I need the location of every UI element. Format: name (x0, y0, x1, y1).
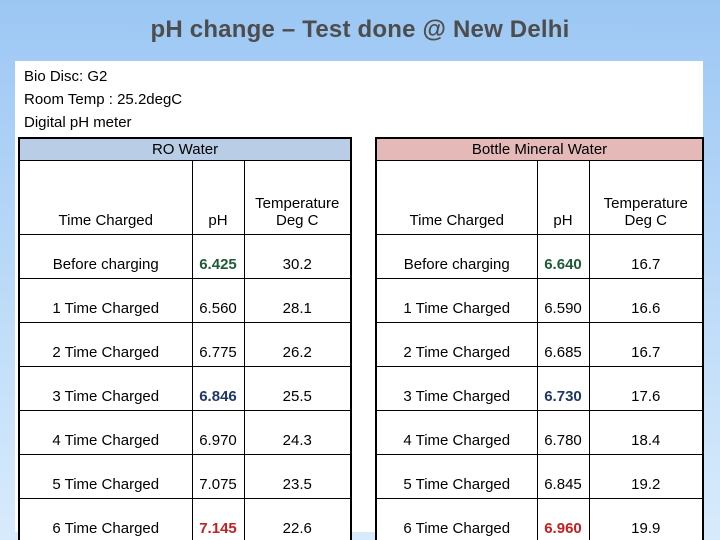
time-charged-cell: 6 Time Charged (375, 498, 538, 540)
table-row: 3 Time Charged 6.730 17.6 (375, 366, 704, 411)
time-charged-cell: 3 Time Charged (375, 366, 538, 411)
temperature-cell: 16.6 (588, 278, 704, 323)
table-title-row: RO Water (18, 137, 352, 161)
time-charged-cell: 5 Time Charged (375, 454, 538, 499)
table-row: 5 Time Charged 6.845 19.2 (375, 454, 704, 499)
column-header-time: Time Charged (375, 160, 538, 235)
time-charged-cell: 2 Time Charged (375, 322, 538, 367)
time-charged-cell: Before charging (18, 234, 193, 279)
table-title: RO Water (18, 137, 352, 161)
page-title: pH change – Test done @ New Delhi (150, 16, 570, 43)
ro-water-table: RO Water Time Charged pH Temperature Deg… (18, 137, 353, 540)
ph-value-cell: 6.845 (536, 454, 590, 499)
column-header-temp: Temperature Deg C (243, 160, 352, 235)
table-title-row: Bottle Mineral Water (375, 137, 704, 161)
table-row: 2 Time Charged 6.685 16.7 (375, 322, 704, 367)
time-charged-cell: 4 Time Charged (375, 410, 538, 455)
table-row: 5 Time Charged 7.075 23.5 (18, 454, 352, 499)
ph-value-cell: 7.145 (191, 498, 245, 540)
table-row: 1 Time Charged 6.560 28.1 (18, 278, 352, 323)
ph-value-cell: 7.075 (191, 454, 245, 499)
table-row: Before charging 6.425 30.2 (18, 234, 352, 279)
temperature-cell: 22.6 (243, 498, 352, 540)
table-row: 3 Time Charged 6.846 25.5 (18, 366, 352, 411)
temperature-cell: 19.9 (588, 498, 704, 540)
temperature-cell: 25.5 (243, 366, 352, 411)
temperature-cell: 19.2 (588, 454, 704, 499)
time-charged-cell: Before charging (375, 234, 538, 279)
ph-value-cell: 6.640 (536, 234, 590, 279)
table-row: 4 Time Charged 6.780 18.4 (375, 410, 704, 455)
table-row: 4 Time Charged 6.970 24.3 (18, 410, 352, 455)
meta-block: Bio Disc: G2 Room Temp : 25.2degC Digita… (15, 61, 703, 134)
table-row: Before charging 6.640 16.7 (375, 234, 704, 279)
table-row: 6 Time Charged 7.145 22.6 (18, 498, 352, 540)
ph-value-cell: 6.970 (191, 410, 245, 455)
temperature-cell: 16.7 (588, 234, 704, 279)
table-row: 6 Time Charged 6.960 19.9 (375, 498, 704, 540)
column-header-temp: Temperature Deg C (588, 160, 704, 235)
column-header-row: Time Charged pH Temperature Deg C (18, 160, 352, 235)
temperature-cell: 18.4 (588, 410, 704, 455)
temperature-cell: 23.5 (243, 454, 352, 499)
table-row: 2 Time Charged 6.775 26.2 (18, 322, 352, 367)
column-header-ph: pH (191, 160, 245, 235)
temperature-cell: 28.1 (243, 278, 352, 323)
bottle-mineral-water-table: Bottle Mineral Water Time Charged pH Tem… (375, 137, 704, 540)
room-temp-line: Room Temp : 25.2degC (24, 91, 183, 108)
temperature-cell: 30.2 (243, 234, 352, 279)
ph-meter-line: Digital pH meter (24, 114, 132, 131)
ph-value-cell: 6.775 (191, 322, 245, 367)
table-row: 1 Time Charged 6.590 16.6 (375, 278, 704, 323)
time-charged-cell: 3 Time Charged (18, 366, 193, 411)
table-title: Bottle Mineral Water (375, 137, 704, 161)
temperature-cell: 24.3 (243, 410, 352, 455)
ph-value-cell: 6.560 (191, 278, 245, 323)
ph-value-cell: 6.730 (536, 366, 590, 411)
column-header-ph: pH (536, 160, 590, 235)
time-charged-cell: 4 Time Charged (18, 410, 193, 455)
ph-value-cell: 6.960 (536, 498, 590, 540)
time-charged-cell: 1 Time Charged (18, 278, 193, 323)
temperature-cell: 26.2 (243, 322, 352, 367)
time-charged-cell: 2 Time Charged (18, 322, 193, 367)
temperature-cell: 16.7 (588, 322, 704, 367)
ph-value-cell: 6.780 (536, 410, 590, 455)
column-header-time: Time Charged (18, 160, 193, 235)
ph-value-cell: 6.590 (536, 278, 590, 323)
ph-value-cell: 6.846 (191, 366, 245, 411)
time-charged-cell: 1 Time Charged (375, 278, 538, 323)
content-box: Bio Disc: G2 Room Temp : 25.2degC Digita… (15, 61, 704, 540)
ph-value-cell: 6.425 (191, 234, 245, 279)
time-charged-cell: 5 Time Charged (18, 454, 193, 499)
temperature-cell: 17.6 (588, 366, 704, 411)
ph-value-cell: 6.685 (536, 322, 590, 367)
column-header-row: Time Charged pH Temperature Deg C (375, 160, 704, 235)
bio-disc-line: Bio Disc: G2 (24, 68, 108, 85)
time-charged-cell: 6 Time Charged (18, 498, 193, 540)
